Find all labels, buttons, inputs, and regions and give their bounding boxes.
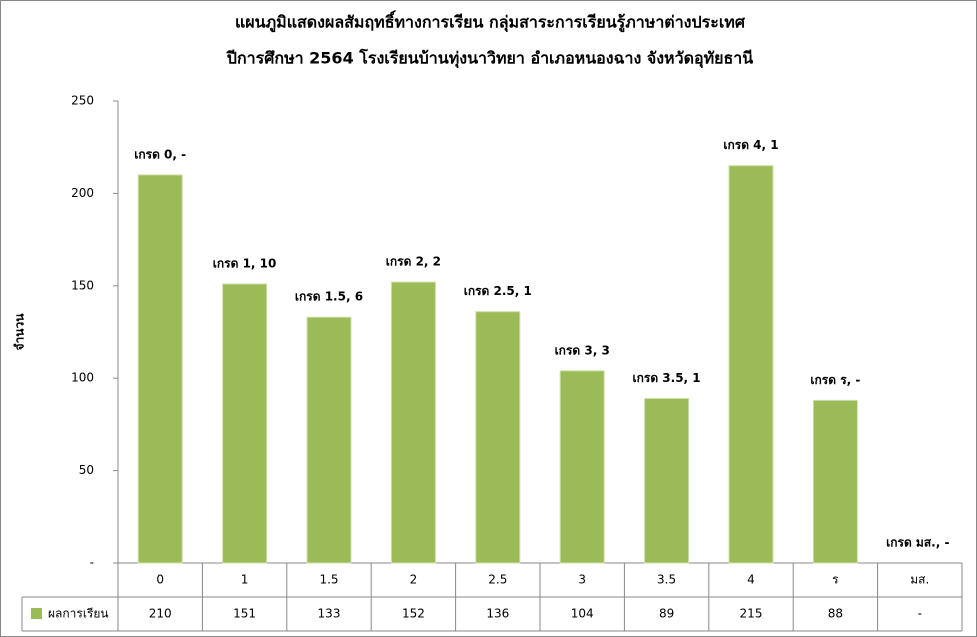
annotation: เกรด ร, - [810,373,860,387]
bar [812,399,858,564]
annotation: เกรด 4, 1 [723,138,778,152]
y-tick-label: 200 [71,186,94,200]
table-value: 89 [659,607,674,621]
y-tick-label: - [90,556,94,570]
table-value: 133 [318,607,341,621]
legend-label: ผลการเรียน [48,607,109,621]
annotation: เกรด 1.5, 6 [295,290,363,304]
x-tick-label: 1 [241,573,249,587]
table-value: - [918,607,922,621]
x-tick-label: 3 [578,573,586,587]
bar [390,281,436,564]
y-tick-label: 250 [71,94,94,108]
x-tick-label: 2 [410,573,418,587]
bar [728,165,774,564]
x-tick-label: 3.5 [657,573,676,587]
y-tick-label: 100 [71,371,94,385]
table-value: 136 [486,607,509,621]
bar [306,316,352,564]
annotation: เกรด 3, 3 [555,343,610,357]
table-value: 152 [402,607,425,621]
annotation: เกรด 0, - [134,147,186,161]
x-tick-label: 1.5 [319,573,338,587]
table-value: 210 [149,607,172,621]
annotation: เกรด มส., - [886,536,949,550]
table-value: 104 [571,607,594,621]
bar [644,398,690,564]
annotation: เกรด 2, 2 [386,255,441,269]
table-value: 151 [233,607,256,621]
bar [475,311,521,564]
x-tick-label: ร [832,573,839,587]
table-value: 88 [828,607,843,621]
x-tick-label: 2.5 [488,573,507,587]
x-tick-label: มส. [910,573,929,587]
bar [222,283,268,564]
chart-subtitle: ปีการศึกษา 2564 โรงเรียนบ้านทุ่งนาวิทยา … [225,48,753,69]
y-tick-label: 150 [71,278,94,292]
x-tick-label: 4 [747,573,755,587]
annotation: เกรด 1, 10 [213,256,277,270]
bar [559,370,605,564]
chart-title: แผนภูมิแสดงผลสัมฤทธิ์ทางการเรียน กลุ่มสา… [235,11,746,34]
annotation: เกรด 3.5, 1 [633,371,701,385]
y-axis-label: จำนวน [13,313,27,351]
table-value: 215 [740,607,763,621]
bar [137,174,183,564]
x-tick-label: 0 [156,573,164,587]
y-tick-label: 50 [79,463,94,477]
annotation: เกรด 2.5, 1 [464,284,532,298]
legend-swatch [31,608,42,619]
